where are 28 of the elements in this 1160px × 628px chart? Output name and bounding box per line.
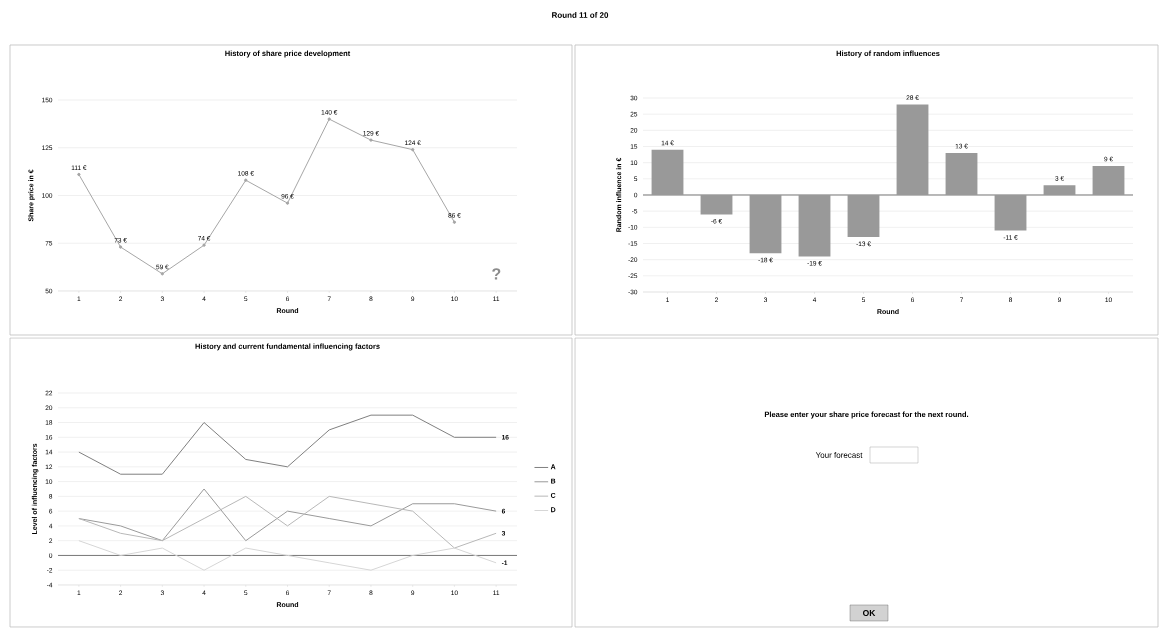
bar bbox=[1092, 165, 1125, 195]
text: OK bbox=[862, 609, 876, 616]
bar bbox=[1043, 185, 1076, 195]
point bbox=[244, 178, 248, 182]
bar bbox=[651, 149, 684, 195]
point bbox=[118, 245, 123, 249]
point bbox=[369, 138, 373, 142]
bar bbox=[994, 194, 1027, 231]
point bbox=[410, 147, 415, 152]
point bbox=[77, 172, 81, 177]
annotation: ? bbox=[492, 268, 501, 280]
point bbox=[452, 220, 457, 224]
point bbox=[327, 117, 331, 121]
line-series bbox=[78, 414, 497, 475]
line-series bbox=[78, 495, 497, 549]
bar bbox=[896, 104, 929, 195]
bar bbox=[847, 194, 880, 238]
line-series bbox=[78, 540, 497, 571]
bar bbox=[749, 194, 782, 254]
line-series bbox=[78, 488, 497, 542]
text: Your forecast bbox=[815, 452, 863, 458]
point bbox=[202, 243, 206, 247]
bar bbox=[945, 152, 978, 195]
point bbox=[160, 272, 165, 276]
point bbox=[285, 201, 290, 205]
bar bbox=[798, 194, 831, 257]
bar bbox=[700, 194, 733, 215]
text: Round 11 of 20 bbox=[552, 12, 609, 18]
